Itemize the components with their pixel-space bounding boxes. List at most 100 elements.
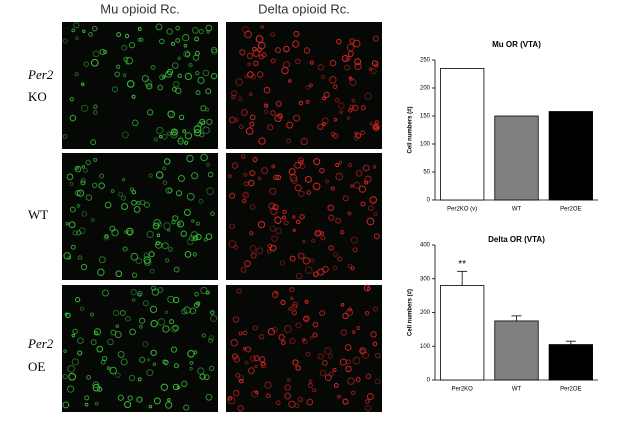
cell xyxy=(172,324,179,332)
cell xyxy=(338,160,343,165)
cell xyxy=(162,166,167,171)
cell xyxy=(93,328,102,336)
cell xyxy=(198,198,204,204)
cell xyxy=(139,356,146,363)
cell xyxy=(345,308,354,317)
cell xyxy=(312,182,321,191)
cell xyxy=(258,333,265,340)
cell xyxy=(157,287,164,293)
cell xyxy=(374,378,381,385)
cell xyxy=(287,378,291,382)
cell xyxy=(360,105,366,111)
cell xyxy=(71,333,76,338)
cell xyxy=(317,353,325,360)
cell xyxy=(270,58,276,64)
cell xyxy=(67,364,75,373)
cell xyxy=(124,33,130,39)
cell xyxy=(367,205,374,212)
cell xyxy=(233,244,239,250)
cell xyxy=(291,310,297,316)
cell xyxy=(325,179,330,184)
y-tick-label: 100 xyxy=(420,142,431,148)
cell xyxy=(283,45,290,53)
cell xyxy=(190,231,199,239)
cell xyxy=(165,401,173,409)
cell xyxy=(238,375,245,382)
cell xyxy=(93,157,98,162)
cell xyxy=(237,405,244,412)
cell xyxy=(240,154,246,159)
cell xyxy=(328,245,334,251)
cell xyxy=(351,104,359,111)
cell xyxy=(155,241,160,246)
cell xyxy=(121,177,126,182)
cell xyxy=(189,367,193,371)
cell xyxy=(76,230,82,236)
y-tick-label: 200 xyxy=(420,310,431,316)
cell xyxy=(358,185,367,193)
cell xyxy=(295,272,303,280)
y-tick-label: 400 xyxy=(420,243,431,249)
cell xyxy=(309,336,314,340)
cell xyxy=(90,58,99,67)
cell xyxy=(373,233,380,240)
chart-title: Delta OR (VTA) xyxy=(488,235,545,244)
cell xyxy=(229,116,236,124)
cell xyxy=(164,158,171,165)
cell xyxy=(332,251,339,257)
cell xyxy=(145,82,153,90)
cell xyxy=(349,78,357,87)
cell xyxy=(171,87,177,92)
cell xyxy=(372,306,379,312)
cell xyxy=(248,367,255,375)
cell xyxy=(197,122,203,127)
cell xyxy=(249,114,256,121)
cell xyxy=(205,162,211,167)
cell xyxy=(361,351,370,359)
cell xyxy=(365,399,370,404)
cell xyxy=(301,337,306,342)
cell xyxy=(79,306,85,311)
cell xyxy=(170,41,175,46)
cell xyxy=(104,201,112,209)
cell xyxy=(210,72,218,80)
cell xyxy=(294,403,300,409)
cell xyxy=(183,209,191,216)
cell xyxy=(146,358,151,362)
cell xyxy=(191,172,199,180)
cell xyxy=(322,96,326,101)
cell xyxy=(199,118,206,125)
cell xyxy=(148,173,153,178)
cell xyxy=(86,375,92,380)
cell xyxy=(275,227,282,235)
cell xyxy=(277,113,283,119)
cell xyxy=(340,229,345,235)
row-label: OE xyxy=(28,359,45,374)
cell xyxy=(347,307,353,312)
cell xyxy=(148,404,153,409)
cell xyxy=(269,187,277,195)
cell xyxy=(119,309,126,316)
cell xyxy=(148,251,155,258)
cell xyxy=(342,312,349,320)
cell xyxy=(273,174,279,181)
cell xyxy=(167,295,175,304)
cell xyxy=(158,38,165,45)
cell xyxy=(274,47,281,54)
cell xyxy=(83,61,89,67)
cell xyxy=(135,257,143,265)
cell xyxy=(261,167,269,175)
cell xyxy=(264,104,269,109)
cell xyxy=(167,110,174,117)
cell xyxy=(80,263,88,271)
cell xyxy=(74,189,81,197)
x-tick-label: WT xyxy=(512,207,522,213)
cell xyxy=(194,291,199,297)
cell xyxy=(208,337,214,344)
cell xyxy=(350,266,355,271)
cell xyxy=(236,288,242,294)
micrograph xyxy=(62,22,218,149)
cell xyxy=(355,132,362,139)
cell xyxy=(295,58,301,65)
cell xyxy=(260,25,265,29)
